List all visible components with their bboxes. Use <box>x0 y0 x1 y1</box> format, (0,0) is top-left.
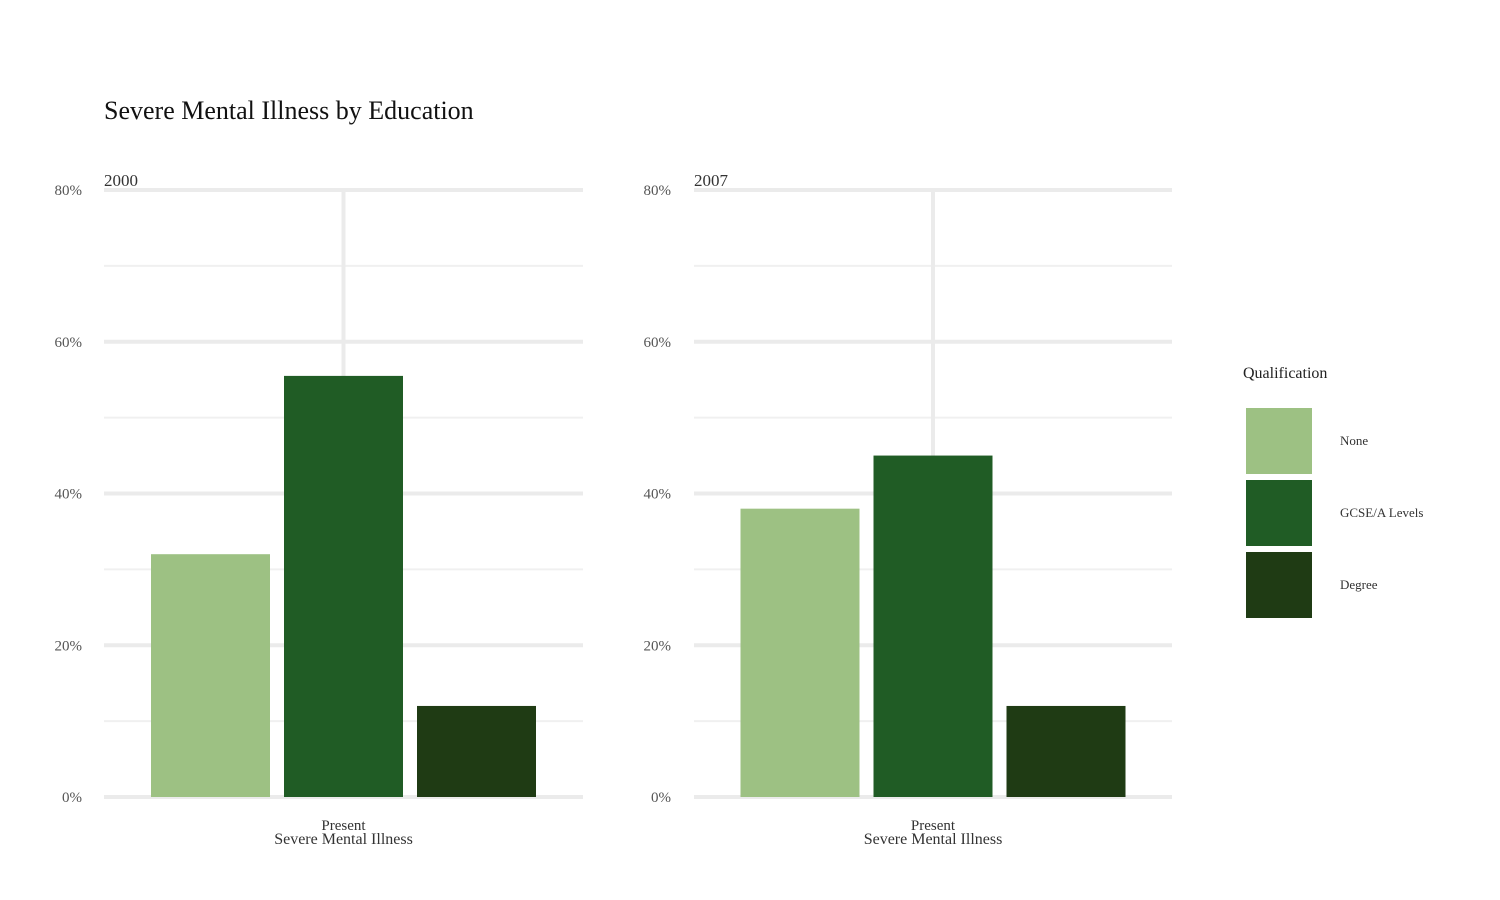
legend-title: Qualification <box>1243 365 1327 382</box>
y-tick-label: 60% <box>55 335 83 351</box>
legend-label: Degree <box>1340 577 1378 592</box>
legend-label: None <box>1340 433 1368 448</box>
legend-swatch <box>1246 480 1312 546</box>
y-tick-label: 20% <box>55 638 83 654</box>
y-tick-label: 80% <box>55 183 83 199</box>
bar-none <box>740 508 860 797</box>
facet-label: 2007 <box>694 171 729 190</box>
legend-swatch <box>1246 408 1312 474</box>
y-tick-label: 40% <box>55 487 83 503</box>
bar-gcse-a-levels <box>284 375 403 797</box>
facet-label: 2000 <box>104 171 138 190</box>
legend: Qualification None GCSE/A Levels Degree <box>1243 365 1423 618</box>
bar-degree <box>417 705 536 797</box>
y-tick-label: 40% <box>644 487 672 503</box>
legend-label: GCSE/A Levels <box>1340 505 1423 520</box>
x-axis-title: Severe Mental Illness <box>864 831 1003 848</box>
y-tick-label: 0% <box>651 790 671 806</box>
y-tick-label: 20% <box>644 638 672 654</box>
y-tick-label: 60% <box>644 335 672 351</box>
bar-none <box>151 554 270 797</box>
legend-swatch <box>1246 552 1312 618</box>
chart-title: Severe Mental Illness by Education <box>104 96 474 125</box>
x-tick-label: Present <box>321 818 366 834</box>
bar-degree <box>1006 705 1126 797</box>
y-tick-label: 80% <box>644 183 672 199</box>
x-axis-title: Severe Mental Illness <box>274 831 413 848</box>
y-tick-label: 0% <box>62 790 82 806</box>
bar-gcse-a-levels <box>873 455 993 797</box>
x-tick-label: Present <box>911 818 956 834</box>
